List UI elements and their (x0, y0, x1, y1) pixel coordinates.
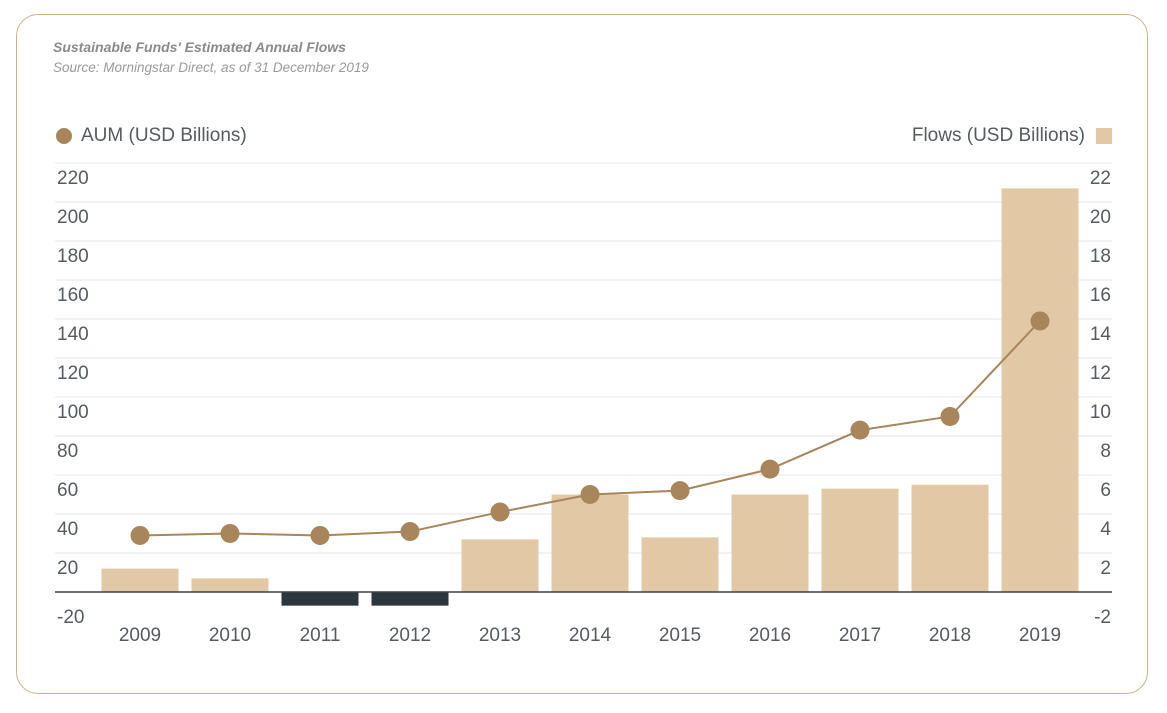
left-axis-tick-label: 180 (57, 246, 89, 267)
flow-bar (911, 484, 989, 592)
x-axis-tick-label: 2009 (119, 625, 161, 646)
left-axis-tick-label: 140 (57, 324, 89, 345)
flow-bar (641, 537, 719, 592)
right-axis-tick-label: 18 (1090, 246, 1111, 267)
left-axis-tick-label: 60 (57, 480, 78, 501)
flow-bar (191, 578, 269, 592)
x-axis-tick-label: 2019 (1019, 625, 1061, 646)
legend-aum: AUM (USD Billions) (56, 125, 247, 147)
left-axis-tick-label: 100 (57, 402, 89, 423)
right-axis-tick-label: 22 (1090, 168, 1111, 189)
flow-bar (551, 494, 629, 592)
flow-bar (1001, 188, 1079, 592)
x-axis-tick-label: 2010 (209, 625, 251, 646)
left-axis-tick-label: 20 (57, 558, 78, 579)
flow-bar (731, 494, 809, 592)
x-axis-tick-label: 2017 (839, 625, 881, 646)
flow-bar (101, 568, 179, 592)
flow-bar (461, 539, 539, 592)
right-axis-tick-label: 6 (1100, 480, 1111, 501)
aum-point (850, 420, 870, 440)
flow-bar (371, 592, 449, 606)
aum-legend-marker (56, 128, 72, 144)
right-axis-tick-label: 14 (1090, 324, 1112, 345)
x-axis-tick-label: 2012 (389, 625, 431, 646)
aum-point (310, 525, 330, 545)
right-axis-tick-label: 4 (1100, 519, 1111, 540)
x-axis-tick-label: 2013 (479, 625, 521, 646)
left-axis-tick-label: 40 (57, 519, 78, 540)
chart-subtitle: Source: Morningstar Direct, as of 31 Dec… (53, 60, 369, 75)
legend-flows: Flows (USD Billions) (912, 125, 1112, 147)
aum-point (760, 459, 780, 479)
right-axis-tick-label: -2 (1094, 607, 1111, 628)
aum-point (670, 481, 690, 501)
right-axis-tick-label: 12 (1090, 363, 1111, 384)
aum-point (220, 524, 240, 543)
aum-point (400, 522, 420, 542)
right-axis-tick-label: 10 (1090, 402, 1111, 423)
right-axis-tick-label: 8 (1100, 441, 1111, 462)
x-axis-tick-label: 2018 (929, 625, 971, 646)
aum-point (940, 407, 960, 426)
chart-title: Sustainable Funds' Estimated Annual Flow… (53, 39, 346, 55)
x-axis-tick-label: 2015 (659, 625, 701, 646)
x-axis-tick-label: 2016 (749, 625, 791, 646)
right-axis-tick-label: 2 (1100, 558, 1111, 579)
left-axis-tick-label: 220 (57, 168, 89, 189)
left-axis-tick-label: 120 (57, 363, 89, 384)
aum-point (490, 502, 510, 522)
aum-point (580, 485, 600, 504)
aum-legend-label: AUM (USD Billions) (81, 125, 247, 146)
flows-legend-label: Flows (USD Billions) (911, 125, 1085, 146)
right-axis-tick-label: 16 (1090, 285, 1111, 306)
aum-point (1030, 311, 1050, 331)
right-axis-tick-label: 20 (1090, 207, 1111, 228)
flows-legend-marker (1096, 128, 1112, 144)
aum-point (130, 525, 150, 545)
x-axis-tick-label: 2014 (569, 625, 612, 646)
x-axis-tick-label: 2011 (300, 625, 341, 646)
left-axis-tick-label: 200 (57, 207, 89, 228)
flow-bar (821, 488, 899, 592)
left-axis-tick-label: 160 (57, 285, 89, 306)
left-axis-tick-label: -20 (57, 607, 84, 628)
flow-bar (281, 592, 359, 606)
left-axis-tick-label: 80 (57, 441, 78, 462)
